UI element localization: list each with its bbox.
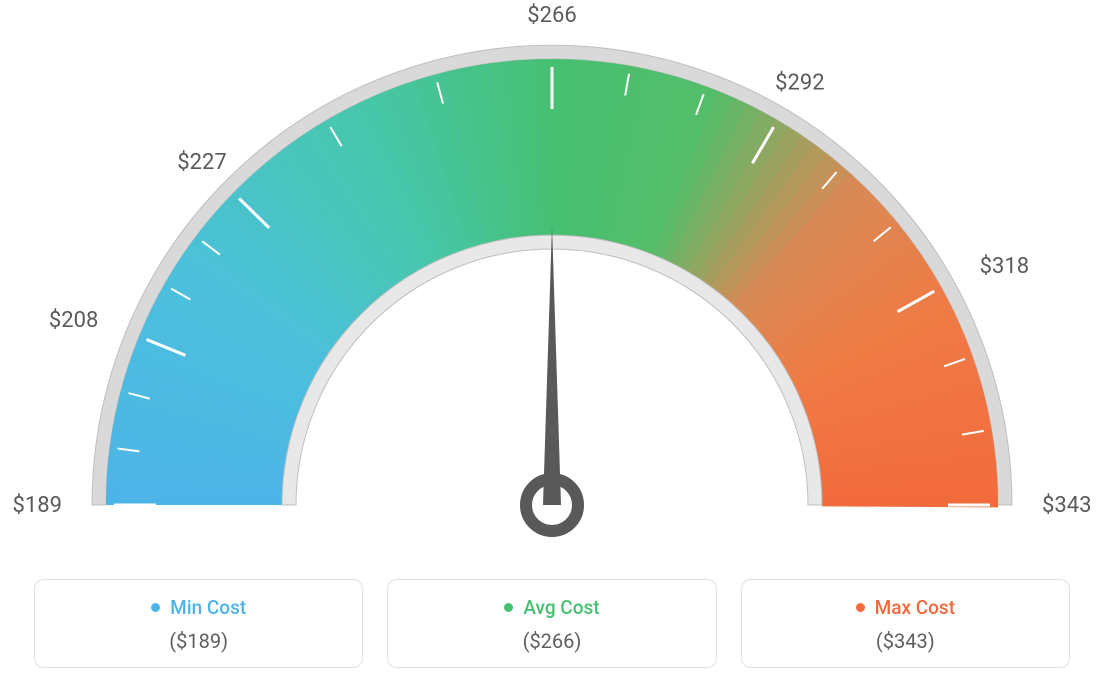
legend-min-value: ($189) [45, 629, 352, 653]
cost-gauge: $189 $208 $227 $266 $292 $318 $343 [0, 0, 1104, 560]
tick-label: $292 [775, 70, 824, 95]
legend-max: Max Cost ($343) [741, 579, 1070, 668]
legend-min-label: Min Cost [151, 596, 246, 619]
gauge-svg: $189 $208 $227 $266 $292 $318 $343 [0, 0, 1104, 560]
legend-avg-value: ($266) [398, 629, 705, 653]
tick-label: $343 [1042, 493, 1091, 518]
tick-label: $208 [49, 308, 98, 333]
tick-label: $189 [13, 493, 62, 518]
legend-max-value: ($343) [752, 629, 1059, 653]
gauge-needle [543, 225, 561, 505]
legend-min: Min Cost ($189) [34, 579, 363, 668]
tick-label: $266 [527, 3, 576, 28]
legend-max-label: Max Cost [856, 596, 955, 619]
tick-label: $227 [177, 150, 226, 175]
legend-avg: Avg Cost ($266) [387, 579, 716, 668]
legend: Min Cost ($189) Avg Cost ($266) Max Cost… [34, 579, 1070, 668]
legend-avg-label: Avg Cost [504, 596, 599, 619]
tick-label: $318 [980, 254, 1029, 279]
